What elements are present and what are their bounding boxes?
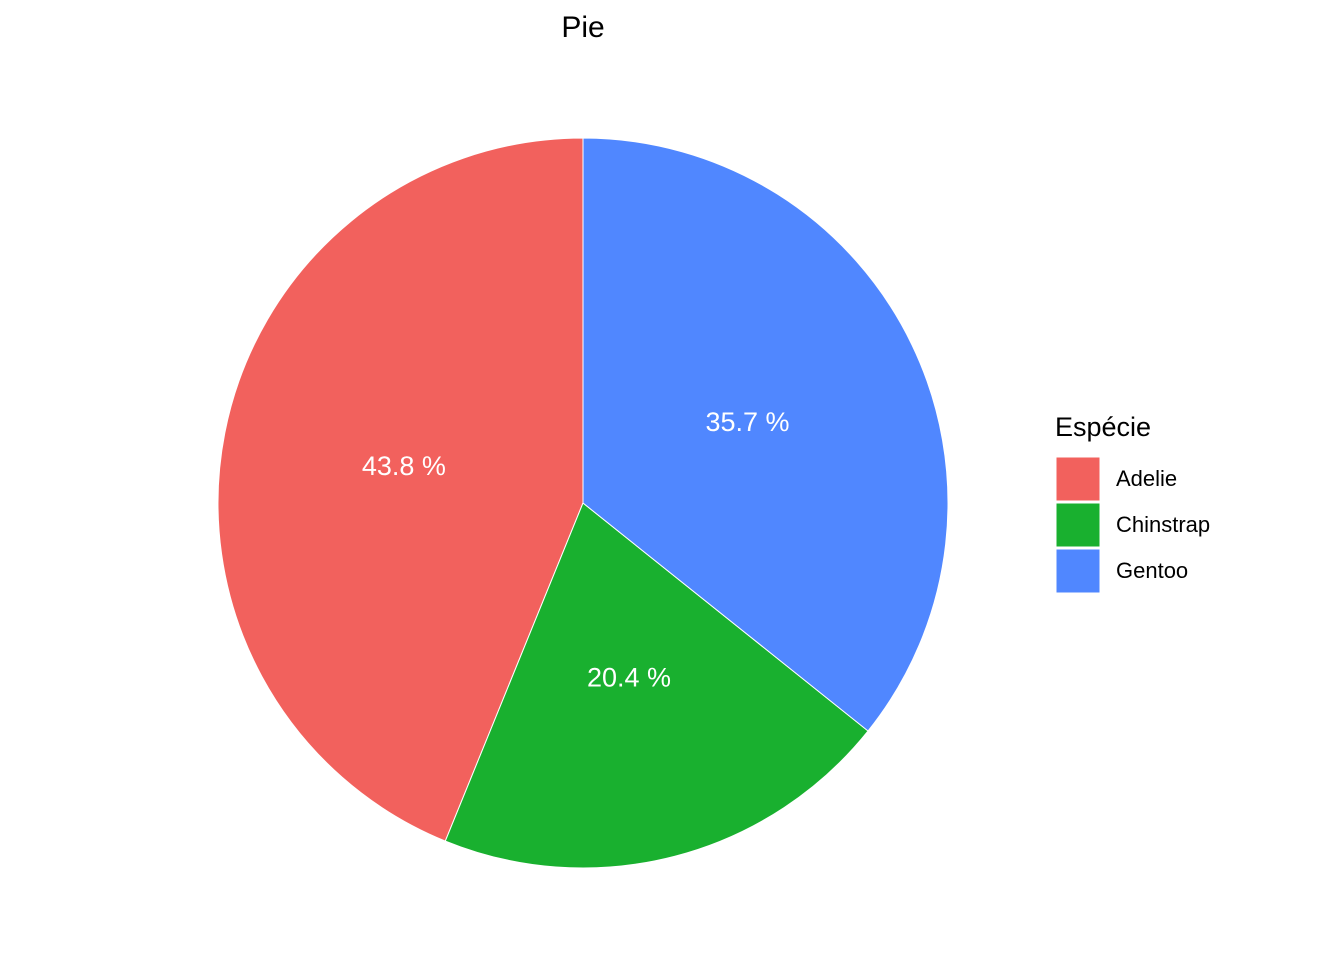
legend-label: Adelie (1116, 466, 1177, 491)
legend-label: Chinstrap (1116, 512, 1210, 537)
legend-swatch (1055, 456, 1101, 502)
legend-title: Espécie (1055, 412, 1151, 442)
data-label: 20.4 % (587, 663, 671, 693)
legend-swatch (1055, 548, 1101, 594)
legend-label: Gentoo (1116, 558, 1188, 583)
data-label: 35.7 % (705, 407, 789, 437)
pie-slice (444, 502, 869, 869)
pie-slice (217, 137, 584, 842)
data-label: 43.8 % (362, 451, 446, 481)
legend-swatch (1055, 502, 1101, 548)
pie-slice (582, 137, 949, 732)
chart-title: Pie (561, 11, 604, 44)
